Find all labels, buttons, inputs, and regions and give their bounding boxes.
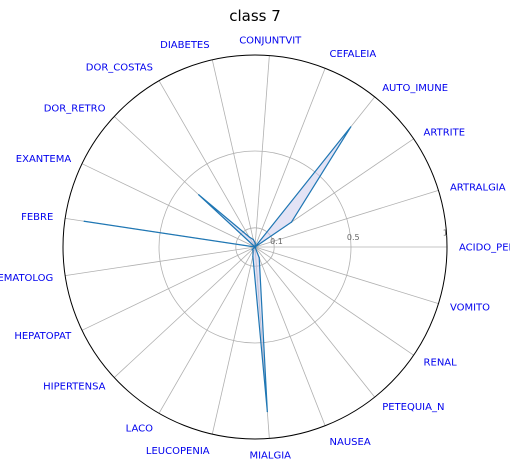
category-label-vomito: VOMITO bbox=[450, 303, 490, 314]
data-point-leucopenia bbox=[252, 255, 254, 257]
data-point-mialgia bbox=[266, 411, 268, 413]
data-point-febre bbox=[83, 220, 85, 222]
category-label-hematolog: HEMATOLOG bbox=[0, 273, 53, 284]
data-point-laco bbox=[252, 249, 254, 251]
category-label-laco: LACO bbox=[126, 424, 153, 435]
outer-frame bbox=[62, 54, 448, 440]
category-label-exantema: EXANTEMA bbox=[16, 154, 72, 165]
grid-ring-1 bbox=[158, 150, 352, 344]
data-point-conjuntvit bbox=[254, 242, 256, 244]
radial-tick-label-0: 0.1 bbox=[270, 237, 283, 246]
data-point-artrite bbox=[290, 221, 293, 223]
category-label-acido_pept: ACIDO_PEPT bbox=[459, 243, 510, 254]
category-label-leucopenia: LEUCOPENIA bbox=[146, 446, 210, 457]
category-label-hepatopat: HEPATOPAT bbox=[14, 331, 72, 342]
data-point-dor_costas bbox=[248, 236, 250, 238]
data-point-auto_imune bbox=[350, 126, 352, 128]
category-label-auto_imune: AUTO_IMUNE bbox=[382, 83, 448, 94]
data-point-dor_retro bbox=[198, 194, 200, 196]
radar-data bbox=[83, 126, 352, 413]
category-labels: ACIDO_PEPT ARTRALGIA ARTRITE AUTO_IMUNE CEFA… bbox=[0, 36, 510, 462]
category-label-petequia_n: PETEQUIA_N bbox=[382, 402, 444, 413]
chart-title: class 7 bbox=[229, 7, 281, 25]
category-label-febre: FEBRE bbox=[21, 212, 53, 223]
category-label-hipertensa: HIPERTENSA bbox=[43, 381, 105, 392]
data-point-hipertensa bbox=[251, 249, 253, 251]
data-point-diabetes bbox=[252, 238, 254, 241]
data-point-nausea bbox=[258, 257, 260, 259]
category-label-artralgia: ARTRALGIA bbox=[450, 182, 506, 193]
radial-tick-label-1: 0.5 bbox=[347, 233, 360, 242]
data-point-vomito bbox=[254, 246, 256, 248]
category-label-dor_retro: DOR_RETRO bbox=[44, 104, 106, 115]
category-label-mialgia: MIALGIA bbox=[249, 450, 291, 461]
category-label-diabetes: DIABETES bbox=[160, 40, 209, 51]
radial-tick-label-2: 1 bbox=[443, 228, 448, 237]
category-label-dor_costas: DOR_COSTAS bbox=[86, 62, 153, 73]
category-label-renal: RENAL bbox=[424, 357, 458, 368]
category-label-cefaleia: CEFALEIA bbox=[330, 49, 377, 60]
radial-tick-labels: 0.1 0.5 1 bbox=[270, 228, 448, 246]
category-label-conjuntvit: CONJUNTVIT bbox=[239, 36, 302, 47]
category-label-artrite: ARTRITE bbox=[424, 128, 466, 139]
category-label-nausea: NAUSEA bbox=[330, 437, 371, 448]
